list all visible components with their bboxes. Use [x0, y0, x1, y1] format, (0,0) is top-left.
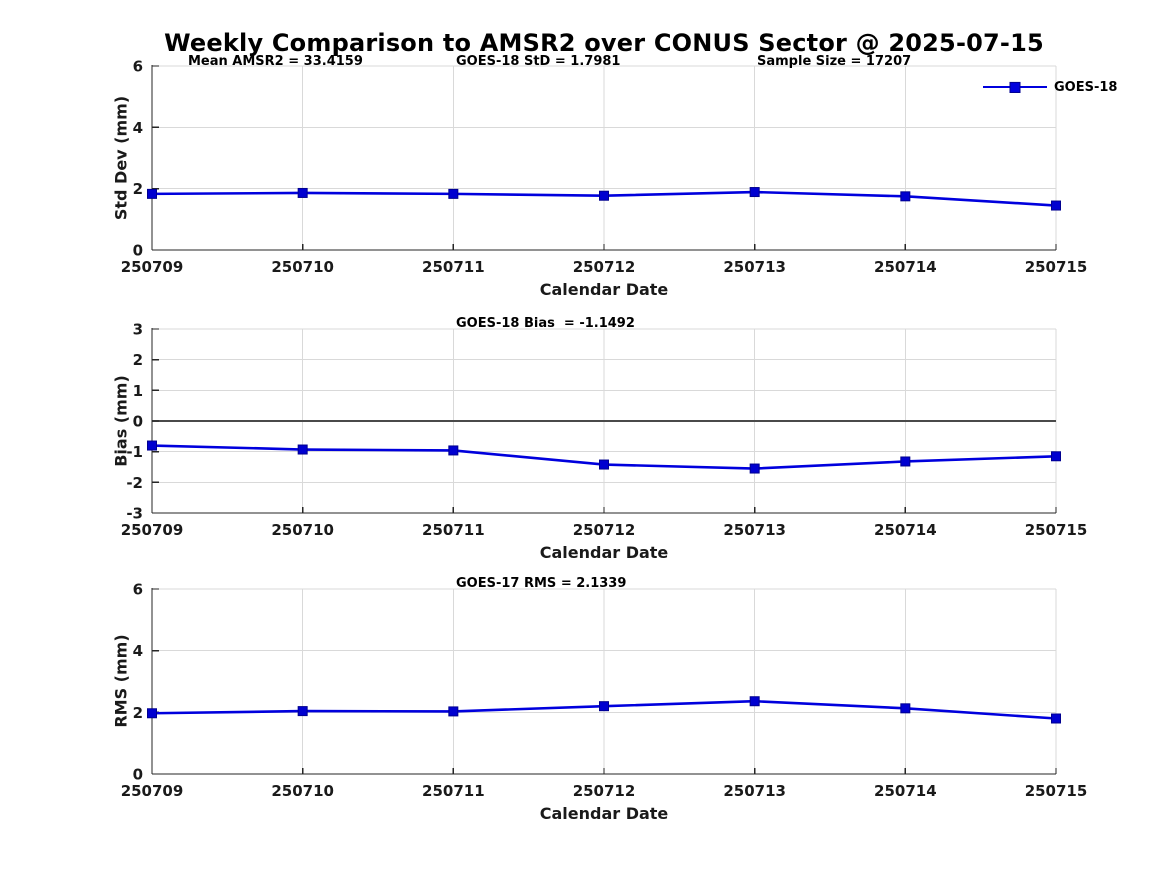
y-tick-label: 0	[133, 242, 143, 260]
data-point-marker	[147, 708, 157, 719]
data-point-marker	[900, 703, 911, 714]
stddev-annotations: Mean AMSR2 = 33.4159 GOES-18 StD = 1.7981…	[152, 54, 1056, 70]
bias-annotations: GOES-18 Bias = -1.1492	[152, 316, 1056, 332]
rms-plot: 250709 250710 250711 250712 250713 250714 2507…	[121, 581, 1088, 801]
x-tick-label: 250712	[573, 258, 636, 276]
x-tick-label: 250710	[271, 782, 334, 800]
figure-title: Weekly Comparison to AMSR2 over CONUS Se…	[164, 29, 1044, 57]
data-point-marker	[900, 191, 911, 202]
data-point-marker	[448, 706, 459, 717]
stat-annotation: Sample Size = 17207	[757, 54, 912, 69]
data-point-marker	[749, 463, 760, 474]
x-tick-label: 250712	[573, 521, 636, 539]
data-point-marker	[900, 456, 911, 467]
y-tick-label: 1	[133, 382, 143, 400]
y-tick-label: 2	[133, 180, 143, 198]
x-axis-label-stddev: Calendar Date	[539, 280, 669, 299]
y-tick-label: 3	[133, 321, 143, 339]
stat-annotation: Mean AMSR2 = 33.4159	[188, 54, 363, 69]
legend-line-sample	[983, 81, 1047, 93]
x-tick-label: 250714	[874, 521, 937, 539]
x-tick-label: 250713	[723, 782, 786, 800]
y-tick-label: 4	[133, 642, 143, 660]
x-tick-label: 250709	[121, 258, 184, 276]
x-tick-label: 250711	[422, 782, 485, 800]
y-tick-label: 0	[133, 413, 143, 431]
x-tick-label: 250714	[874, 258, 937, 276]
data-point-marker	[749, 696, 760, 707]
x-tick-label: 250713	[723, 521, 786, 539]
stat-annotation: GOES-17 RMS = 2.1339	[456, 576, 627, 591]
legend: GOES-18	[983, 79, 1118, 95]
x-tick-label: 250714	[874, 782, 937, 800]
x-tick-label: 250710	[271, 521, 334, 539]
x-tick-label: 250711	[422, 521, 485, 539]
stddev-plot: 250709 250710 250711 250712 250713 250714 2507…	[121, 58, 1088, 277]
y-tick-label: 0	[133, 766, 143, 784]
stat-annotation: GOES-18 StD = 1.7981	[456, 54, 621, 69]
data-point-marker	[1051, 451, 1061, 462]
y-tick-label: 4	[133, 119, 143, 137]
x-tick-label: 250709	[121, 782, 184, 800]
x-axis-label-rms: Calendar Date	[539, 804, 669, 823]
y-tick-label: -1	[126, 443, 143, 461]
legend-marker	[1009, 81, 1021, 93]
data-point-marker	[297, 187, 308, 198]
data-point-marker	[297, 444, 308, 455]
x-tick-label: 250709	[121, 521, 184, 539]
data-point-marker	[1051, 713, 1061, 724]
y-axis-label-rms: RMS (mm)	[111, 634, 131, 728]
data-point-marker	[599, 190, 609, 201]
rms-annotations: GOES-17 RMS = 2.1339	[152, 576, 1056, 592]
y-axis-label-bias: Bias (mm)	[111, 375, 131, 467]
y-tick-label: -2	[126, 474, 143, 492]
data-point-marker	[297, 706, 308, 717]
data-point-marker	[448, 188, 459, 199]
data-point-marker	[147, 440, 157, 451]
data-point-marker	[448, 445, 459, 456]
data-point-marker	[599, 459, 609, 470]
stat-annotation: GOES-18 Bias = -1.1492	[456, 316, 635, 331]
x-tick-label: 250712	[573, 782, 636, 800]
data-point-marker	[599, 701, 609, 712]
legend-label: GOES-18	[1054, 79, 1118, 95]
data-point-marker	[1051, 200, 1061, 211]
y-tick-label: 2	[133, 704, 143, 722]
y-tick-label: 2	[133, 351, 143, 369]
x-tick-label: 250715	[1025, 258, 1088, 276]
y-tick-label: 6	[133, 581, 143, 599]
data-point-marker	[147, 188, 157, 199]
x-tick-label: 250715	[1025, 782, 1088, 800]
x-axis-label-bias: Calendar Date	[539, 543, 669, 562]
y-tick-label: 6	[133, 58, 143, 76]
x-tick-label: 250710	[271, 258, 334, 276]
y-axis-label-stddev: Std Dev (mm)	[111, 95, 131, 221]
bias-plot: 250709 250710 250711 250712 250713 250714 2507…	[121, 321, 1088, 540]
y-tick-label: -3	[126, 505, 143, 523]
data-point-marker	[749, 187, 760, 198]
x-tick-label: 250711	[422, 258, 485, 276]
x-tick-label: 250715	[1025, 521, 1088, 539]
x-tick-label: 250713	[723, 258, 786, 276]
